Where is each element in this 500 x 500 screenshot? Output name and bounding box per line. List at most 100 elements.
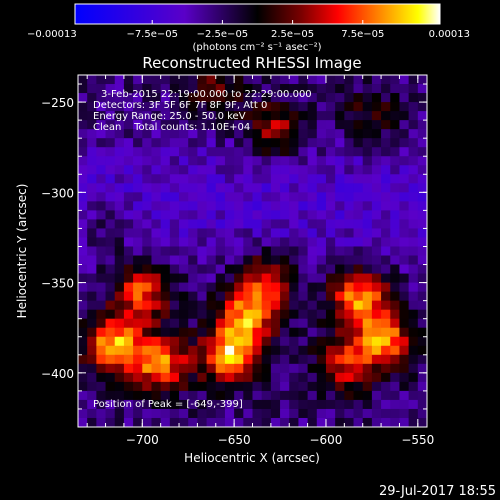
heatmap-cell bbox=[371, 156, 382, 166]
heatmap-cell bbox=[114, 354, 125, 365]
heatmap-cell bbox=[325, 228, 336, 238]
heatmap-cell bbox=[325, 75, 336, 85]
heatmap-cell bbox=[206, 138, 217, 148]
heatmap-cell bbox=[417, 210, 427, 220]
heatmap-cell bbox=[381, 354, 391, 365]
heatmap-cell bbox=[234, 399, 244, 410]
heatmap-cell bbox=[417, 327, 427, 338]
heatmap-cell bbox=[123, 183, 134, 193]
heatmap-cell bbox=[142, 354, 152, 365]
heatmap-cell bbox=[206, 93, 217, 103]
heatmap-cell bbox=[114, 336, 125, 347]
heatmap-cell bbox=[408, 345, 419, 356]
heatmap-cell bbox=[105, 363, 116, 374]
heatmap-cell bbox=[408, 75, 419, 85]
heatmap-cell bbox=[123, 147, 134, 157]
heatmap-cell bbox=[224, 408, 235, 419]
heatmap-cell bbox=[316, 183, 327, 193]
heatmap-cell bbox=[78, 345, 88, 356]
heatmap-cell bbox=[87, 408, 97, 419]
heatmap-cell bbox=[362, 138, 373, 148]
heatmap-cell bbox=[215, 264, 226, 274]
heatmap-cell bbox=[390, 300, 400, 311]
heatmap-cell bbox=[298, 408, 309, 419]
heatmap-cell bbox=[105, 255, 116, 265]
heatmap-cell bbox=[280, 84, 290, 94]
heatmap-cell bbox=[188, 255, 198, 265]
heatmap-cell bbox=[307, 372, 318, 383]
heatmap-cell bbox=[133, 255, 143, 265]
heatmap-cell bbox=[289, 147, 299, 157]
heatmap-cell bbox=[417, 309, 427, 320]
heatmap-cell bbox=[151, 84, 162, 94]
heatmap-cell bbox=[252, 111, 263, 121]
heatmap-cell bbox=[381, 147, 391, 157]
heatmap-cell bbox=[206, 399, 217, 410]
heatmap-cell bbox=[105, 264, 116, 274]
heatmap-cell bbox=[417, 192, 427, 202]
heatmap-cell bbox=[78, 183, 88, 193]
heatmap-cell bbox=[96, 156, 106, 166]
heatmap-cell bbox=[78, 408, 88, 419]
heatmap-cell bbox=[362, 228, 373, 238]
heatmap-cell bbox=[316, 255, 327, 265]
heatmap-cell bbox=[206, 165, 217, 175]
heatmap-cell bbox=[280, 93, 290, 103]
heatmap-cell bbox=[114, 219, 125, 229]
heatmap-cell bbox=[371, 417, 382, 427]
heatmap-cell bbox=[179, 138, 189, 148]
heatmap-cell bbox=[224, 183, 235, 193]
heatmap-cell bbox=[261, 327, 272, 338]
heatmap-cell bbox=[362, 255, 373, 265]
heatmap-cell bbox=[133, 327, 143, 338]
heatmap-cell bbox=[335, 210, 345, 220]
heatmap-cell bbox=[96, 372, 106, 383]
heatmap-cell bbox=[133, 120, 143, 130]
heatmap-cell bbox=[390, 84, 400, 94]
heatmap-cell bbox=[142, 309, 152, 320]
heatmap-cell bbox=[289, 219, 299, 229]
heatmap-cell bbox=[353, 237, 364, 247]
heatmap-cell bbox=[179, 318, 189, 329]
heatmap-cell bbox=[298, 156, 309, 166]
heatmap-cell bbox=[344, 273, 354, 283]
heatmap-cell bbox=[408, 255, 419, 265]
heatmap-cell bbox=[325, 309, 336, 320]
heatmap-cell bbox=[78, 282, 88, 293]
heatmap-cell bbox=[362, 381, 373, 392]
heatmap-cell bbox=[96, 255, 106, 265]
heatmap-cell bbox=[325, 408, 336, 419]
heatmap-cell bbox=[261, 165, 272, 175]
heatmap-cell bbox=[114, 408, 125, 419]
heatmap-cell bbox=[96, 174, 106, 184]
heatmap-cell bbox=[344, 174, 354, 184]
heatmap-cell bbox=[316, 93, 327, 103]
heatmap-cell bbox=[123, 408, 134, 419]
heatmap-cell bbox=[261, 219, 272, 229]
heatmap-cell bbox=[151, 147, 162, 157]
heatmap-cell bbox=[142, 129, 152, 139]
heatmap-cell bbox=[381, 300, 391, 311]
heatmap-cell bbox=[243, 84, 253, 94]
heatmap-cell bbox=[133, 345, 143, 356]
heatmap-cell bbox=[280, 210, 290, 220]
heatmap-cell bbox=[252, 354, 263, 365]
heatmap-cell bbox=[307, 264, 318, 274]
heatmap-cell bbox=[371, 210, 382, 220]
heatmap-cell bbox=[307, 138, 318, 148]
heatmap-cell bbox=[151, 210, 162, 220]
heatmap-cell bbox=[160, 156, 171, 166]
heatmap-cell bbox=[280, 399, 290, 410]
heatmap-cell bbox=[261, 246, 272, 256]
heatmap-cell bbox=[399, 399, 410, 410]
heatmap-cell bbox=[96, 93, 106, 103]
heatmap-cell bbox=[390, 75, 400, 85]
heatmap-cell bbox=[105, 219, 116, 229]
heatmap-cell bbox=[78, 102, 88, 112]
heatmap-cell bbox=[234, 120, 244, 130]
heatmap-cell bbox=[188, 147, 198, 157]
heatmap-cell bbox=[105, 327, 116, 338]
heatmap-cell bbox=[243, 363, 253, 374]
heatmap-cell bbox=[371, 399, 382, 410]
heatmap-cell bbox=[123, 345, 134, 356]
